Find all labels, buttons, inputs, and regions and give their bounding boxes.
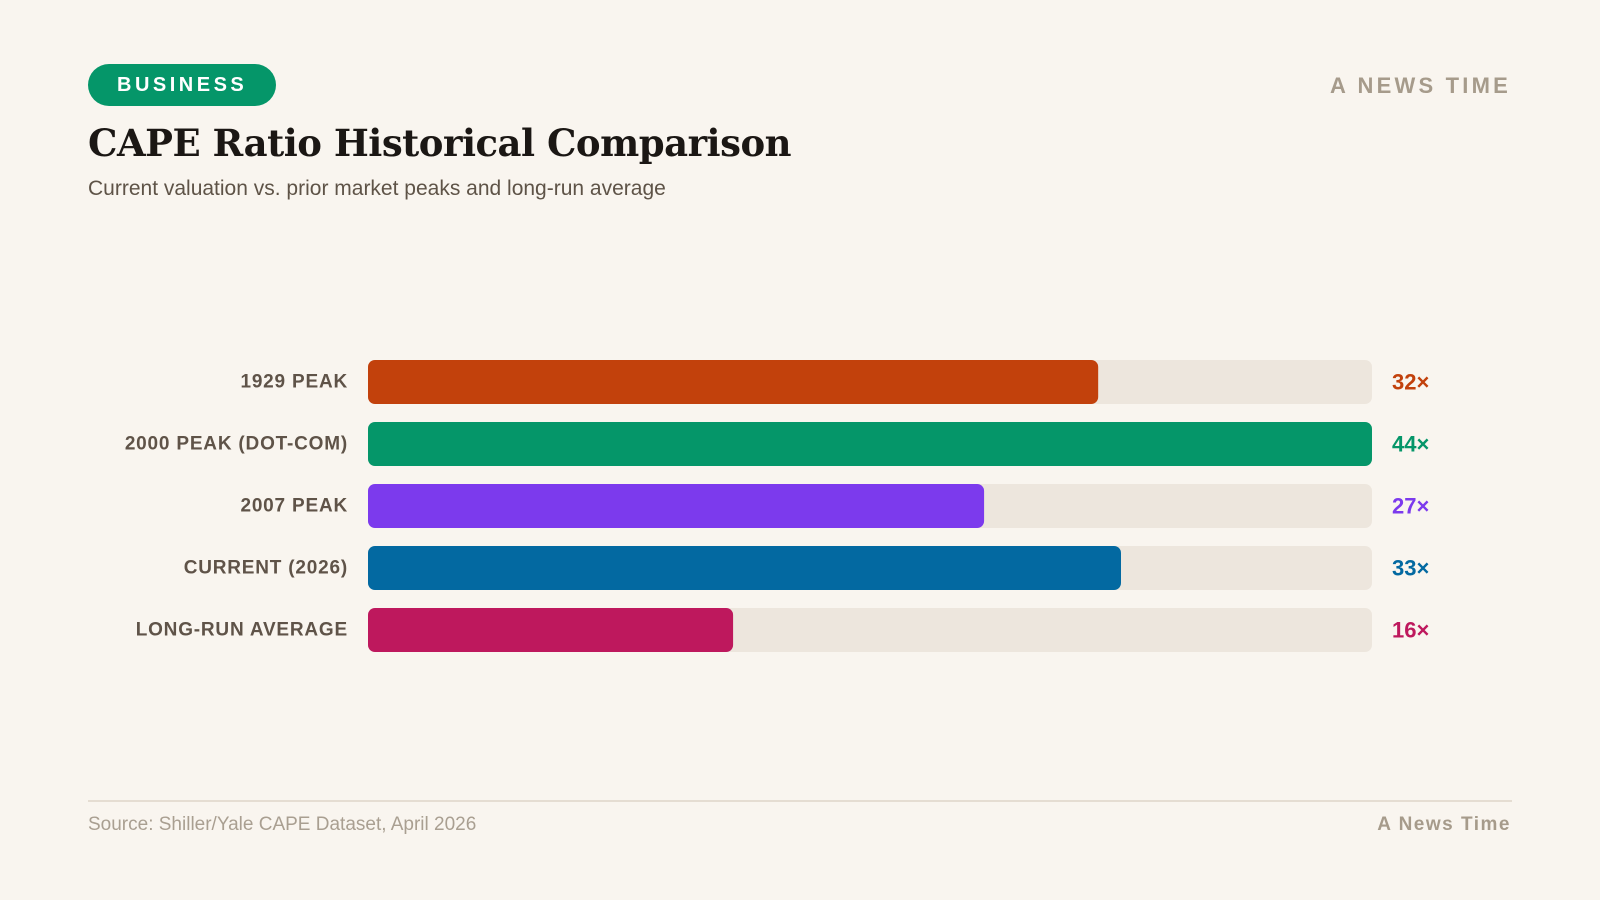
bar-value-label: 44× [1392,432,1429,457]
bar-row: CURRENT (2026) 33× [184,546,1429,590]
bar-fill [368,546,1121,590]
bar-row: 2007 PEAK 27× [240,484,1429,528]
bar-fill [368,422,1372,466]
bar-category-label: 2000 PEAK (DOT-COM) [125,434,348,455]
chart-subtitle: Current valuation vs. prior market peaks… [88,177,666,200]
bar-row: 1929 PEAK 32× [240,360,1429,404]
bar-fill [368,360,1099,404]
bar-category-label: LONG-RUN AVERAGE [136,620,348,641]
bar-category-label: 2007 PEAK [240,496,348,517]
bar-row: 2000 PEAK (DOT-COM) 44× [125,422,1429,466]
bar-value-label: 27× [1392,494,1429,519]
bar-fill [368,608,734,652]
bar-category-label: CURRENT (2026) [184,558,348,579]
bar-category-label: 1929 PEAK [240,372,348,393]
bar-row: LONG-RUN AVERAGE 16× [136,608,1429,652]
category-badge: BUSINESS [88,64,277,106]
footer-divider [88,800,1512,802]
brand-logo-text: A NEWS TIME [1329,73,1511,98]
footer-brand: A News Time [1377,814,1511,835]
bar-value-label: 16× [1392,618,1429,643]
bar-fill [368,484,985,528]
bar-value-label: 32× [1392,370,1429,395]
chart-title: CAPE Ratio Historical Comparison [88,121,792,165]
bar-value-label: 33× [1392,556,1429,581]
bar-chart-rows: 1929 PEAK 32× 2000 PEAK (DOT-COM) 44× 2007 P… [125,360,1429,652]
source-note: Source: Shiller/Yale CAPE Dataset, April… [88,814,477,835]
